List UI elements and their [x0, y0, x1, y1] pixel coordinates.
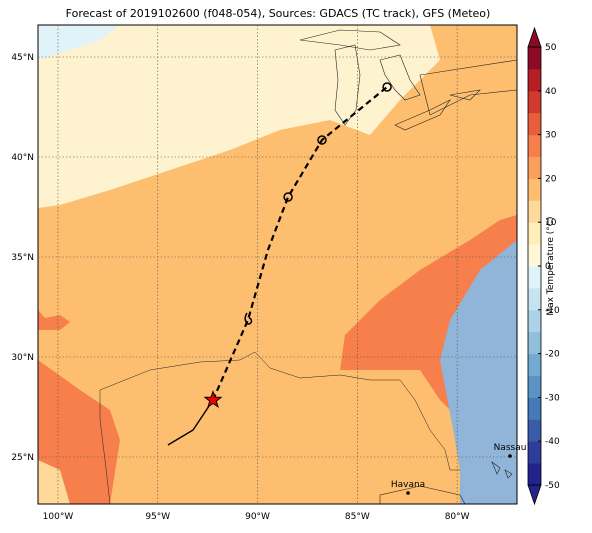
colorbar-band [528, 353, 541, 376]
colorbar-tick-label: 20 [545, 174, 557, 184]
colorbar-tick-label: -10 [545, 306, 560, 316]
colorbar-band [528, 441, 541, 464]
y-tick-label: 35°N [11, 253, 34, 263]
x-tick-label: 80°W [445, 512, 470, 522]
colorbar-tick-label: 0 [545, 262, 551, 272]
colorbar-band [528, 90, 541, 114]
colorbar-band [528, 266, 541, 289]
colorbar-label: Max Temperature (°C) [546, 216, 556, 315]
colorbar-tick-label: 40 [545, 87, 557, 97]
colorbar-band [528, 463, 541, 486]
title: Forecast of 2019102600 (f048-054), Sourc… [66, 7, 491, 20]
colorbar-tick-label: 30 [545, 131, 557, 141]
city-label: Havana [391, 480, 425, 490]
city-dot [508, 454, 512, 458]
colorbar-tick-label: -20 [545, 350, 560, 360]
city-label: Nassau [494, 443, 527, 453]
x-tick-label: 85°W [345, 512, 370, 522]
colorbar-tick-label: -50 [545, 481, 560, 491]
colorbar-band [528, 244, 541, 267]
colorbar-band [528, 156, 541, 179]
track-forecast [212, 86, 388, 401]
colorbar-band [528, 112, 541, 136]
track-point [317, 135, 327, 145]
colorbar-extend-top [527, 26, 542, 48]
colorbar-extend-bottom [527, 484, 542, 506]
colorbar-band [528, 309, 541, 333]
colorbar-tick-label: -30 [545, 393, 560, 403]
y-tick-label: 25°N [11, 453, 34, 463]
colorbar-band [528, 222, 541, 245]
colorbar-band [528, 397, 541, 420]
x-tick-label: 100°W [43, 512, 74, 522]
track-past [167, 399, 214, 446]
storm-symbol [244, 312, 253, 325]
colorbar-band [528, 47, 541, 70]
city-dot [406, 491, 410, 495]
x-tick-label: 95°W [145, 512, 170, 522]
x-tick-label: 90°W [245, 512, 270, 522]
y-tick-label: 45°N [11, 53, 34, 63]
colorbar-band [528, 287, 541, 311]
colorbar-tick-label: -40 [545, 437, 560, 447]
colorbar-tick-label: 50 [545, 43, 557, 53]
y-tick-label: 40°N [11, 153, 34, 163]
colorbar-band [528, 178, 541, 201]
colorbar-band [528, 68, 541, 92]
track-point [382, 82, 392, 92]
map-fill [38, 25, 517, 504]
colorbar-band [528, 419, 541, 442]
colorbar-band [528, 331, 541, 355]
colorbar-band [528, 134, 541, 157]
y-tick-label: 30°N [11, 353, 34, 363]
colorbar-band [528, 375, 541, 398]
track-point [283, 192, 293, 202]
current-position [203, 390, 223, 409]
map-frame [37, 24, 518, 505]
colorbar-band [528, 200, 541, 223]
colorbar-tick-label: 10 [545, 218, 557, 228]
